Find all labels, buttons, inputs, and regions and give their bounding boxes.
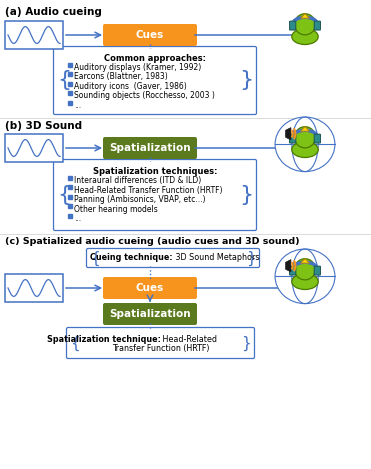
Ellipse shape bbox=[275, 117, 335, 172]
FancyBboxPatch shape bbox=[53, 159, 256, 230]
FancyBboxPatch shape bbox=[289, 21, 296, 30]
Text: Common approaches:: Common approaches: bbox=[104, 54, 206, 63]
FancyBboxPatch shape bbox=[103, 303, 197, 325]
Text: ...: ... bbox=[74, 101, 81, 110]
Polygon shape bbox=[286, 260, 291, 272]
Polygon shape bbox=[286, 128, 291, 140]
Text: (b) 3D Sound: (b) 3D Sound bbox=[5, 121, 82, 131]
FancyBboxPatch shape bbox=[5, 21, 63, 49]
Text: (a) Audio cueing: (a) Audio cueing bbox=[5, 7, 102, 17]
Text: Spatialization technique:: Spatialization technique: bbox=[47, 334, 161, 343]
Polygon shape bbox=[301, 259, 309, 263]
FancyBboxPatch shape bbox=[66, 327, 255, 358]
FancyBboxPatch shape bbox=[86, 249, 259, 267]
Text: Spatialization: Spatialization bbox=[109, 309, 191, 319]
Text: Spatialization: Spatialization bbox=[109, 143, 191, 153]
Polygon shape bbox=[301, 14, 309, 18]
FancyBboxPatch shape bbox=[5, 274, 63, 302]
Text: Earcons (Blattner, 1983): Earcons (Blattner, 1983) bbox=[74, 73, 168, 82]
Circle shape bbox=[295, 14, 316, 35]
Text: {: { bbox=[70, 335, 80, 351]
Text: (c) Spatialized audio cueing (audio cues and 3D sound): (c) Spatialized audio cueing (audio cues… bbox=[5, 237, 300, 246]
Text: Other hearing models: Other hearing models bbox=[74, 204, 158, 213]
FancyBboxPatch shape bbox=[314, 266, 321, 275]
Text: Head-Related Transfer Function (HRTF): Head-Related Transfer Function (HRTF) bbox=[74, 186, 223, 195]
Text: Interaural differences (ITD & ILD): Interaural differences (ITD & ILD) bbox=[74, 176, 201, 185]
FancyBboxPatch shape bbox=[103, 277, 197, 299]
Text: }: } bbox=[241, 335, 251, 351]
FancyBboxPatch shape bbox=[289, 134, 296, 143]
Ellipse shape bbox=[292, 274, 318, 289]
Ellipse shape bbox=[292, 29, 318, 45]
Text: Auditory icons  (Gaver, 1986): Auditory icons (Gaver, 1986) bbox=[74, 82, 187, 91]
Text: }: } bbox=[239, 70, 253, 91]
Text: }: } bbox=[246, 250, 256, 265]
Text: {: { bbox=[57, 185, 71, 205]
Text: Spatialization techniques:: Spatialization techniques: bbox=[93, 167, 217, 176]
Polygon shape bbox=[301, 127, 309, 131]
Text: Panning (Ambisonics, VBAP, etc...): Panning (Ambisonics, VBAP, etc...) bbox=[74, 195, 206, 204]
Text: Transfer Function (HRTF): Transfer Function (HRTF) bbox=[112, 343, 209, 353]
Ellipse shape bbox=[292, 142, 318, 158]
Ellipse shape bbox=[275, 249, 335, 303]
Text: {: { bbox=[90, 250, 100, 265]
Text: }: } bbox=[239, 185, 253, 205]
FancyBboxPatch shape bbox=[314, 21, 321, 30]
FancyBboxPatch shape bbox=[53, 46, 256, 114]
Text: Sounding objects (Rocchesso, 2003 ): Sounding objects (Rocchesso, 2003 ) bbox=[74, 91, 215, 100]
FancyBboxPatch shape bbox=[5, 134, 63, 162]
Text: ...: ... bbox=[74, 214, 81, 223]
Text: Auditory displays (Kramer, 1992): Auditory displays (Kramer, 1992) bbox=[74, 63, 201, 72]
Text: Cueing technique:: Cueing technique: bbox=[91, 254, 173, 263]
Circle shape bbox=[295, 127, 316, 148]
Text: 3D Sound Metaphors: 3D Sound Metaphors bbox=[173, 254, 259, 263]
Text: Cues: Cues bbox=[136, 283, 164, 293]
FancyBboxPatch shape bbox=[103, 137, 197, 159]
Text: {: { bbox=[57, 70, 71, 91]
FancyBboxPatch shape bbox=[103, 24, 197, 46]
FancyBboxPatch shape bbox=[289, 266, 296, 275]
Circle shape bbox=[295, 259, 316, 280]
FancyBboxPatch shape bbox=[314, 134, 321, 143]
Text: Cues: Cues bbox=[136, 30, 164, 40]
Text: Head-Related: Head-Related bbox=[161, 334, 217, 343]
